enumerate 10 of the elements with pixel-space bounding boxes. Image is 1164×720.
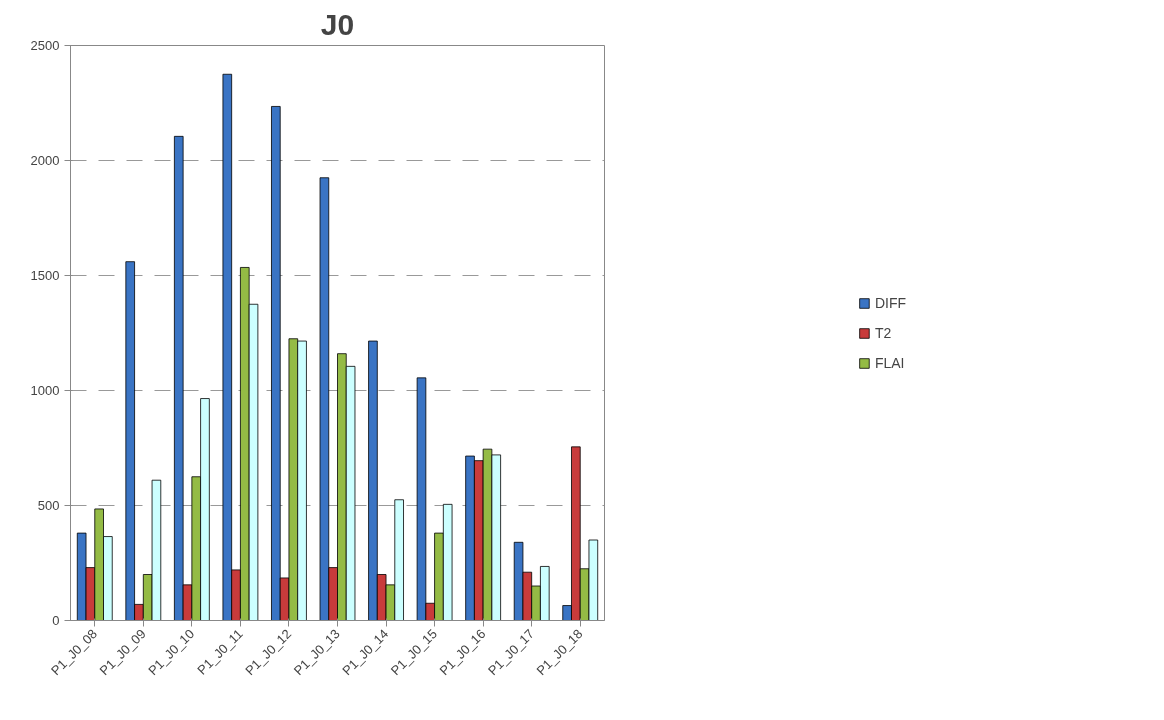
y-tick-label: 2000 bbox=[30, 153, 60, 168]
legend-label: FLAI bbox=[874, 354, 905, 371]
y-tick-label: 500 bbox=[37, 498, 60, 513]
y-tick-label: 1000 bbox=[30, 383, 60, 398]
y-tick-label: 1500 bbox=[30, 268, 60, 283]
legend-label: DIFF bbox=[874, 294, 907, 311]
chart-title: J0 bbox=[320, 7, 355, 41]
y-tick-label: 0 bbox=[52, 613, 60, 628]
y-tick-label: 2500 bbox=[30, 38, 60, 53]
legend-label: T2 bbox=[874, 324, 893, 341]
